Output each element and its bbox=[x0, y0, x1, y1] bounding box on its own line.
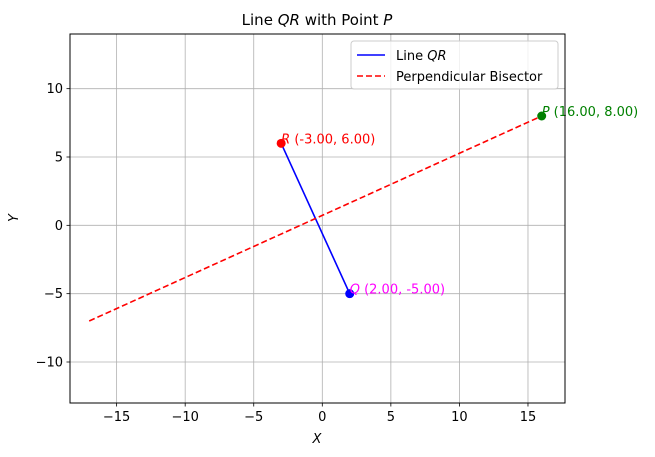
legend-entry-line-qr-italic: QR bbox=[427, 49, 446, 64]
point-r-coords: (-3.00, 6.00) bbox=[290, 132, 375, 147]
grid-lines bbox=[70, 34, 565, 403]
legend-box bbox=[350, 40, 559, 90]
point-q-label: Q (2.00, -5.00) bbox=[350, 283, 445, 298]
x-tick-label: 5 bbox=[387, 410, 395, 425]
x-tick-label: −15 bbox=[103, 410, 130, 425]
axis-ticks: −15 −10 −5 0 5 10 15 −10 −5 0 5 10 bbox=[36, 82, 537, 425]
legend: Line QR Perpendicular Bisector bbox=[350, 40, 559, 90]
point-p-label: P (16.00, 8.00) bbox=[542, 105, 639, 120]
point-q-marker bbox=[345, 289, 355, 299]
point-p-marker bbox=[537, 111, 547, 121]
y-axis-label: Y bbox=[7, 213, 22, 222]
plot-frame bbox=[69, 33, 566, 404]
point-r-marker bbox=[276, 138, 286, 148]
x-tick-label: 10 bbox=[451, 410, 468, 425]
chart-title-middle: with Point bbox=[300, 11, 383, 29]
legend-entry-line-qr-prefix: Line bbox=[396, 49, 427, 64]
y-tick-label: −10 bbox=[36, 356, 63, 371]
points-layer: R (-3.00, 6.00) Q (2.00, -5.00) P (16.00, … bbox=[276, 105, 639, 299]
legend-entry-perpendicular-bisector: Perpendicular Bisector bbox=[396, 70, 543, 85]
point-p-name: P bbox=[542, 105, 550, 120]
y-tick-label: 10 bbox=[46, 82, 63, 97]
x-tick-label: −10 bbox=[171, 410, 198, 425]
chart-title-point-name: P bbox=[383, 11, 393, 29]
series-line-perpendicular-bisector bbox=[88, 115, 543, 322]
point-r-label: R (-3.00, 6.00) bbox=[281, 132, 375, 147]
x-tick-label: −5 bbox=[244, 410, 263, 425]
point-q-name: Q bbox=[350, 283, 360, 298]
x-tick-label: 0 bbox=[318, 410, 326, 425]
chart-title-prefix: Line bbox=[242, 11, 278, 29]
chart-title-line-name: QR bbox=[278, 11, 300, 29]
series-layer bbox=[88, 115, 543, 322]
y-tick-label: 0 bbox=[55, 219, 63, 234]
x-axis-label: X bbox=[312, 432, 323, 447]
chart-title: Line QR with Point P bbox=[242, 11, 394, 29]
x-tick-label: 15 bbox=[520, 410, 537, 425]
legend-entry-line-qr: Line QR bbox=[396, 49, 447, 64]
y-tick-label: 5 bbox=[55, 151, 63, 166]
point-r-name: R bbox=[281, 132, 290, 147]
point-p-coords: (16.00, 8.00) bbox=[550, 105, 639, 120]
y-tick-label: −5 bbox=[44, 287, 63, 302]
point-q-coords: (2.00, -5.00) bbox=[360, 283, 445, 298]
